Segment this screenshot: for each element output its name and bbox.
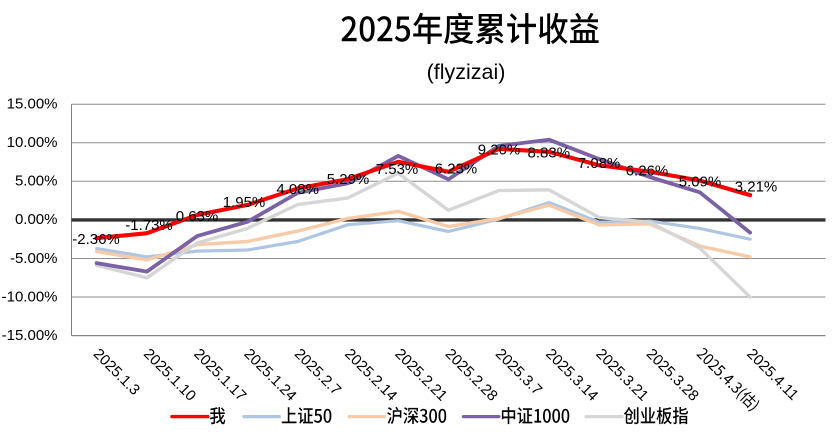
svg-text:6.26%: 6.26% (626, 162, 669, 179)
svg-text:5.29%: 5.29% (327, 171, 370, 188)
svg-text:7.53%: 7.53% (376, 161, 419, 178)
svg-text:4.08%: 4.08% (276, 181, 319, 198)
svg-text:0.00%: 0.00% (15, 211, 58, 228)
svg-text:-10.00%: -10.00% (2, 288, 58, 305)
svg-text:2025.4.11: 2025.4.11 (743, 345, 801, 403)
svg-text:0.63%: 0.63% (176, 208, 219, 225)
svg-text:-15.00%: -15.00% (2, 327, 58, 344)
svg-text:2025.2.28: 2025.2.28 (442, 345, 501, 404)
svg-text:1.95%: 1.95% (223, 194, 266, 211)
svg-text:6.23%: 6.23% (435, 160, 478, 177)
svg-text:2025.2.21: 2025.2.21 (391, 345, 450, 404)
svg-text:2025.1.3: 2025.1.3 (90, 345, 143, 398)
svg-text:5.09%: 5.09% (679, 174, 722, 191)
svg-text:-2.36%: -2.36% (72, 231, 120, 248)
svg-text:2025.1.17: 2025.1.17 (190, 345, 249, 404)
svg-text:9.20%: 9.20% (478, 141, 521, 158)
svg-text:-5.00%: -5.00% (10, 250, 58, 267)
svg-text:2025.3.14: 2025.3.14 (542, 345, 601, 404)
svg-text:2025.2.14: 2025.2.14 (341, 345, 400, 404)
svg-text:8.83%: 8.83% (528, 144, 571, 161)
svg-text:2025.3.28: 2025.3.28 (643, 345, 702, 404)
svg-text:2025.3.21: 2025.3.21 (592, 345, 651, 404)
svg-text:-1.73%: -1.73% (125, 217, 173, 234)
svg-text:5.00%: 5.00% (15, 173, 58, 190)
svg-text:15.00%: 15.00% (7, 96, 58, 113)
svg-text:2025.1.10: 2025.1.10 (140, 345, 199, 404)
svg-text:(flyzizai): (flyzizai) (427, 60, 506, 84)
svg-text:7.08%: 7.08% (578, 155, 621, 172)
svg-text:10.00%: 10.00% (7, 134, 58, 151)
svg-text:2025.1.24: 2025.1.24 (241, 345, 300, 404)
svg-text:3.21%: 3.21% (735, 179, 778, 196)
